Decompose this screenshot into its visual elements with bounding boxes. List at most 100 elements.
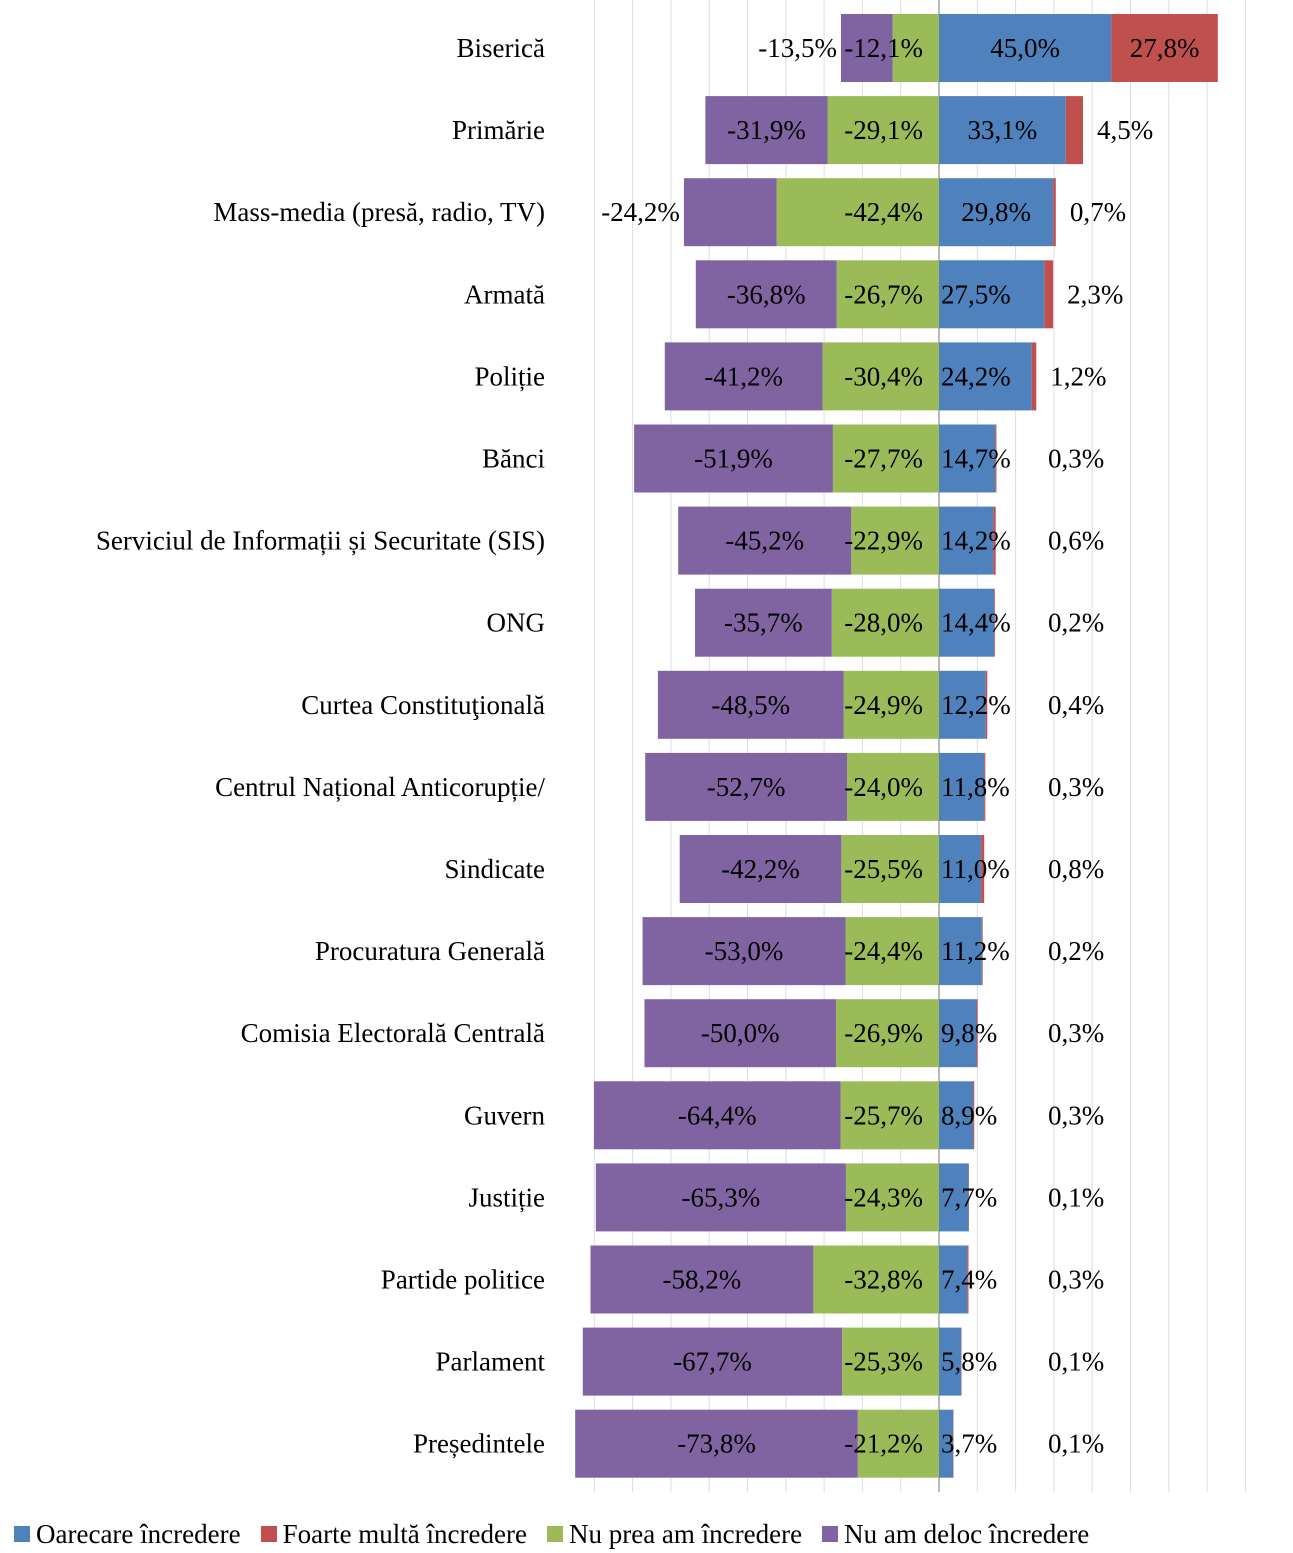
data-label: -21,2% <box>844 1429 923 1459</box>
data-label: -24,0% <box>844 772 923 802</box>
bar-nu-prea <box>827 96 939 165</box>
legend-item-nu-am-deloc: Nu am deloc încredere <box>822 1519 1089 1550</box>
category-label: Poliție <box>474 361 545 391</box>
bar-nu-am-deloc <box>590 1245 814 1314</box>
category-label: Serviciul de Informații și Securitate (S… <box>96 526 545 556</box>
data-label: 14,4% <box>941 608 1011 638</box>
data-label: 9,8% <box>941 1018 997 1048</box>
bar-foarte-multa <box>1044 260 1054 329</box>
bar-nu-prea <box>847 752 939 821</box>
data-label: -25,7% <box>844 1100 923 1130</box>
bar-marks <box>575 14 1218 1478</box>
bar-nu-am-deloc <box>634 424 833 493</box>
bar-nu-prea <box>845 1163 939 1232</box>
legend-item-nu-prea: Nu prea am încredere <box>546 1518 803 1550</box>
data-label: -32,8% <box>844 1265 923 1295</box>
bar-foarte-multa <box>981 917 983 986</box>
bar-nu-am-deloc <box>575 1409 858 1478</box>
legend: Oarecare încredere Foarte multă încreder… <box>14 1518 1109 1550</box>
data-label: -29,1% <box>844 115 923 145</box>
bar-nu-am-deloc <box>644 999 836 1068</box>
legend-item-foarte-multa: Foarte multă încredere <box>260 1519 527 1550</box>
legend-swatch <box>546 1526 563 1542</box>
bar-nu-am-deloc <box>840 14 893 82</box>
data-label: 33,1% <box>968 115 1038 145</box>
data-label: -12,1% <box>844 33 923 63</box>
data-label: -52,7% <box>707 772 786 802</box>
category-label: Primărie <box>452 115 545 145</box>
bar-nu-am-deloc <box>593 1081 841 1150</box>
bar-foarte-multa <box>981 835 985 903</box>
bar-foarte-multa <box>973 1081 975 1150</box>
data-label: 0,1% <box>1048 1347 1104 1377</box>
category-label: Parlament <box>436 1347 546 1377</box>
data-label: -31,9% <box>727 115 806 145</box>
data-label: -51,9% <box>694 444 773 474</box>
data-label: 14,7% <box>941 444 1011 474</box>
data-label: 0,8% <box>1048 854 1104 884</box>
bar-oarecare <box>939 670 986 739</box>
data-label: -65,3% <box>682 1182 761 1212</box>
bar-oarecare <box>939 835 982 903</box>
bar-nu-prea <box>842 1327 939 1396</box>
bar-nu-prea <box>840 1081 939 1150</box>
data-label: 0,2% <box>1048 608 1104 638</box>
bar-oarecare <box>939 1327 962 1396</box>
legend-swatch <box>822 1526 839 1542</box>
bar-oarecare <box>939 260 1045 329</box>
bar-nu-am-deloc <box>683 178 777 247</box>
data-label: 0,3% <box>1048 1100 1104 1130</box>
data-label: -25,5% <box>844 854 923 884</box>
bar-nu-prea <box>813 1245 939 1314</box>
data-label: -22,9% <box>844 526 923 556</box>
bar-oarecare <box>939 752 985 821</box>
bar-nu-prea <box>843 670 939 739</box>
legend-swatch <box>260 1526 277 1542</box>
bar-nu-prea <box>836 260 939 329</box>
data-label: -41,2% <box>704 361 783 391</box>
bar-nu-am-deloc <box>679 835 842 903</box>
category-label: Președintele <box>413 1429 545 1459</box>
data-label: -13,5% <box>758 33 837 63</box>
bar-nu-am-deloc <box>595 1163 846 1232</box>
data-label: -26,9% <box>844 1018 923 1048</box>
data-label: 0,2% <box>1048 936 1104 966</box>
bar-oarecare <box>939 1409 954 1478</box>
bar-nu-prea <box>892 14 939 82</box>
bar-nu-prea <box>851 506 939 575</box>
legend-label: Nu prea am încredere <box>568 1518 803 1549</box>
bar-oarecare <box>939 1081 974 1150</box>
bar-nu-am-deloc <box>695 260 837 329</box>
bar-nu-am-deloc <box>695 588 832 657</box>
bar-nu-prea <box>832 424 939 493</box>
legend-label: Nu am deloc încredere <box>844 1518 1090 1549</box>
data-label: 8,9% <box>941 1100 997 1130</box>
bar-oarecare <box>939 342 1032 411</box>
data-label: 27,5% <box>941 279 1011 309</box>
bar-oarecare <box>939 917 982 986</box>
bar-foarte-multa <box>994 588 995 657</box>
data-label: 3,7% <box>941 1429 997 1459</box>
data-label: 2,3% <box>1067 279 1123 309</box>
bar-oarecare <box>939 588 995 657</box>
bar-nu-prea <box>857 1409 939 1478</box>
bar-foarte-multa <box>993 506 996 575</box>
bar-oarecare <box>939 1245 968 1314</box>
data-label: 29,8% <box>961 197 1031 227</box>
data-label: 24,2% <box>941 361 1011 391</box>
data-label: 12,2% <box>941 690 1011 720</box>
bar-oarecare <box>939 999 977 1068</box>
data-label: -53,0% <box>705 936 784 966</box>
data-label: -42,4% <box>844 197 923 227</box>
bar-foarte-multa <box>1031 342 1037 411</box>
data-label: -64,4% <box>678 1100 757 1130</box>
category-label: Guvern <box>464 1100 545 1130</box>
data-label: 11,2% <box>941 936 1010 966</box>
bar-oarecare <box>939 424 996 493</box>
category-label: Sindicate <box>445 854 545 884</box>
data-label: -50,0% <box>701 1018 780 1048</box>
legend-label: Oarecare încredere <box>36 1518 241 1549</box>
bar-nu-am-deloc <box>705 96 828 165</box>
data-labels: -12,1%-13,5% 45,0% 27,8% -29,1% -31,9% 33,1% 4… <box>601 33 1199 1459</box>
data-label: 11,0% <box>941 854 1010 884</box>
